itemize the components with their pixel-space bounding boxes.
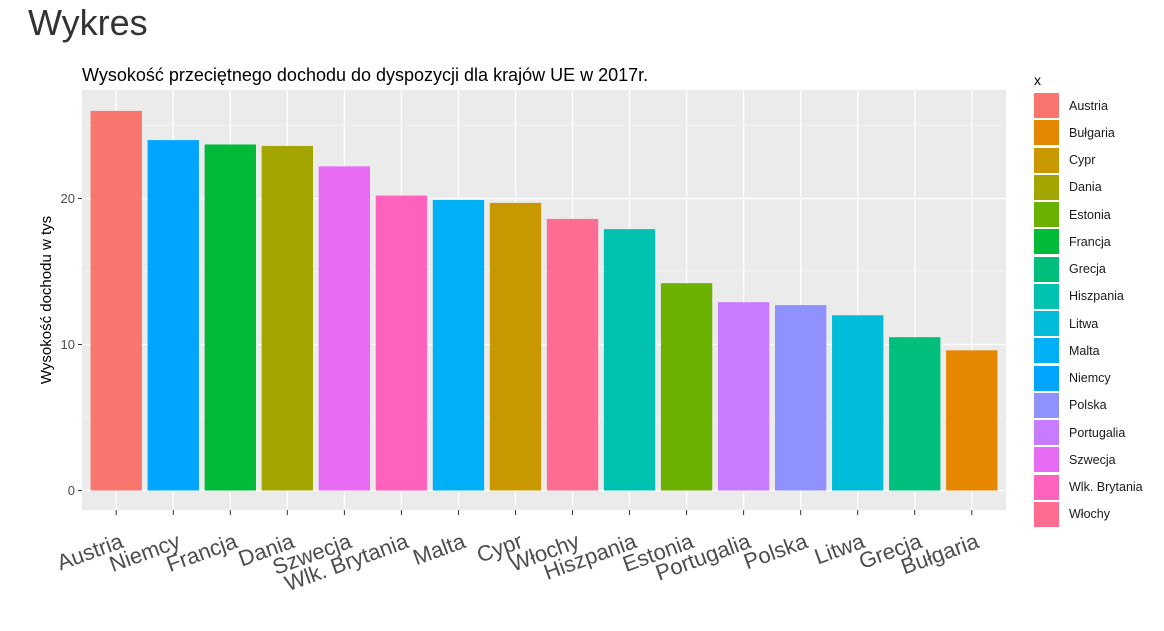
legend-label: Włochy: [1069, 507, 1110, 522]
bar-malta: [432, 199, 485, 491]
legend-label: Wlk. Brytania: [1069, 480, 1143, 495]
legend-label: Grecja: [1069, 262, 1106, 277]
legend-label: Hiszpania: [1069, 289, 1124, 304]
legend-title: x: [1034, 72, 1041, 88]
legend-label: Malta: [1069, 343, 1100, 358]
bar-wlk-brytania: [375, 195, 428, 491]
y-tick-label: 0: [68, 483, 75, 498]
legend-label: Dania: [1069, 180, 1102, 195]
legend-item: Hiszpania: [1034, 283, 1160, 310]
legend-item: Francja: [1034, 228, 1160, 255]
legend-color-key: [1034, 420, 1059, 446]
legend-item: Malta: [1034, 337, 1160, 364]
x-tick-label: Malta: [410, 528, 470, 570]
legend-label: Niemcy: [1069, 371, 1111, 386]
legend-color-key: [1034, 202, 1059, 228]
legend-item: Wlk. Brytania: [1034, 474, 1160, 501]
y-tick-label: 10: [61, 337, 75, 352]
legend-label: Francja: [1069, 234, 1111, 249]
legend-item: Polska: [1034, 392, 1160, 419]
page-heading: Wykres: [28, 2, 148, 43]
bar-litwa: [832, 315, 884, 491]
bar-portugalia: [717, 302, 770, 491]
legend-color-key: [1034, 174, 1059, 200]
legend-color-key: [1034, 229, 1059, 255]
y-tick-label: 20: [61, 191, 75, 206]
bar-bu-garia: [946, 350, 998, 491]
legend-item: Grecja: [1034, 256, 1160, 283]
legend-item: Portugalia: [1034, 419, 1160, 446]
legend-item: Cypr: [1034, 147, 1160, 174]
legend-label: Szwecja: [1069, 452, 1116, 467]
legend-color-key: [1034, 93, 1059, 119]
legend-item: Litwa: [1034, 310, 1160, 337]
bar-niemcy: [147, 140, 199, 491]
bar-hiszpania: [603, 229, 656, 491]
legend-color-key: [1034, 474, 1059, 500]
legend-color-key: [1034, 338, 1059, 364]
legend-color-key: [1034, 283, 1059, 309]
x-tick-label: Polska: [740, 528, 811, 574]
bar-francja: [204, 144, 256, 491]
legend-label: Portugalia: [1069, 425, 1126, 440]
bar-polska: [775, 305, 827, 491]
legend-color-key: [1034, 501, 1059, 527]
legend-item: Austria: [1034, 92, 1160, 119]
bar-w-ochy: [546, 218, 599, 491]
legend-color-key: [1034, 447, 1059, 473]
legend-label: Cypr: [1069, 153, 1096, 168]
legend-item: Dania: [1034, 174, 1160, 201]
legend-item: Włochy: [1034, 501, 1160, 528]
legend-item: Bułgaria: [1034, 119, 1160, 146]
legend-color-key: [1034, 392, 1059, 418]
legend-item: Estonia: [1034, 201, 1160, 228]
legend-color-key: [1034, 311, 1059, 337]
bar-cypr: [489, 202, 542, 491]
bar-szwecja: [318, 166, 371, 491]
chart-title: Wysokość przeciętnego dochodu do dyspozy…: [82, 65, 648, 85]
legend-label: Litwa: [1069, 316, 1099, 331]
legend-label: Estonia: [1069, 207, 1111, 222]
bar-dania: [261, 145, 313, 491]
y-axis-label: Wysokość dochodu w tys: [38, 216, 55, 384]
legend-item: Szwecja: [1034, 446, 1160, 473]
legend-color-key: [1034, 147, 1059, 173]
legend-label: Bułgaria: [1069, 125, 1115, 140]
bar-austria: [90, 110, 142, 491]
legend-color-key: [1034, 120, 1059, 146]
bar-estonia: [660, 283, 713, 491]
legend-label: Polska: [1069, 398, 1107, 413]
legend: x Austria Bułgaria Cypr Dania Estonia Francja…: [1034, 68, 1160, 528]
bar-grecja: [889, 337, 941, 491]
legend-color-key: [1034, 256, 1059, 282]
legend-item: Niemcy: [1034, 365, 1160, 392]
legend-color-key: [1034, 365, 1059, 391]
legend-label: Austria: [1069, 98, 1108, 113]
